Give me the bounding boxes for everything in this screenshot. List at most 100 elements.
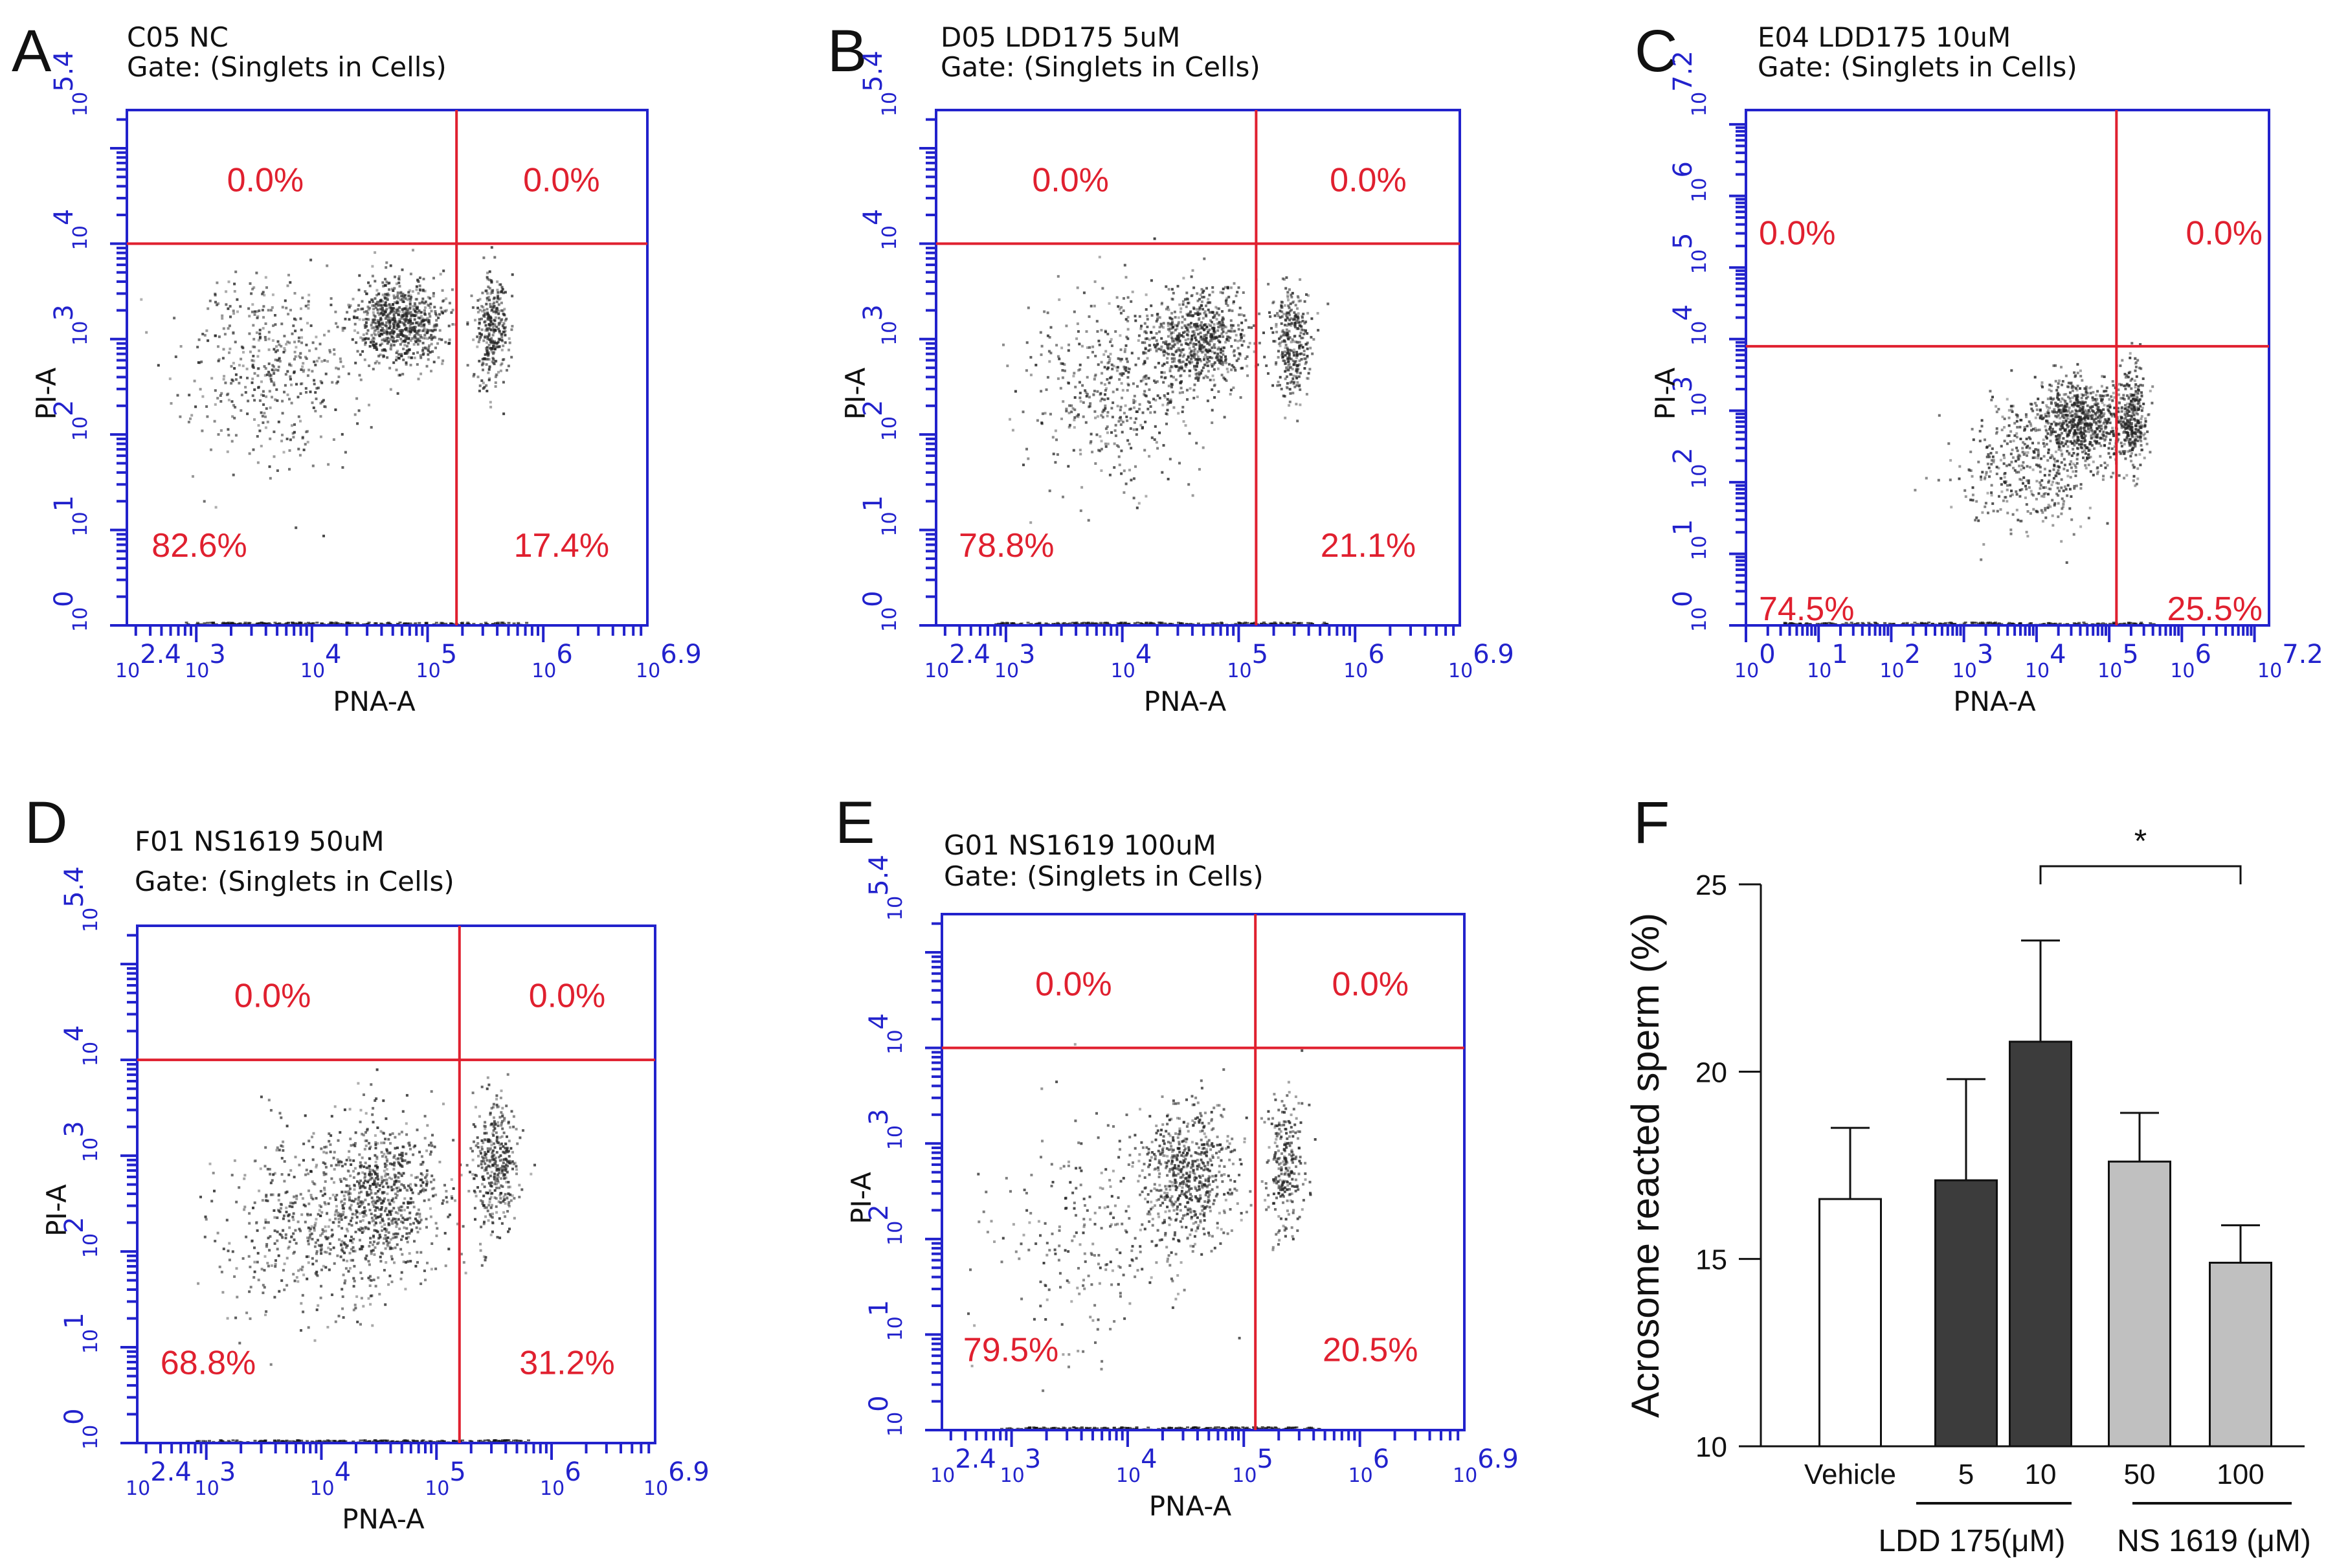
event-dot — [1222, 361, 1225, 364]
event-dot — [1200, 300, 1203, 304]
event-dot — [2085, 422, 2088, 425]
event-dot — [2075, 442, 2079, 445]
event-dot — [1145, 337, 1148, 340]
event-dot — [2025, 530, 2028, 533]
event-dot — [2074, 413, 2077, 416]
event-dot — [2097, 425, 2101, 428]
event-dot — [381, 314, 385, 317]
event-dot — [2048, 469, 2052, 473]
event-dot — [500, 335, 504, 339]
event-dot — [1198, 298, 1201, 301]
event-dot — [2072, 425, 2075, 428]
event-dot — [417, 292, 420, 295]
event-dot — [238, 622, 242, 625]
event-dot — [229, 347, 232, 350]
event-dot — [1284, 377, 1287, 381]
event-dot — [1234, 339, 1236, 342]
event-dot — [1295, 375, 1298, 378]
event-dot — [2046, 420, 2049, 423]
event-dot — [1204, 339, 1207, 342]
event-dot — [1143, 359, 1146, 363]
event-dot — [240, 394, 243, 397]
event-dot — [421, 317, 425, 320]
event-dot — [2112, 429, 2115, 432]
event-dot — [1243, 622, 1247, 625]
event-dot — [1100, 447, 1103, 451]
event-dot — [2135, 412, 2138, 415]
event-dot — [416, 339, 419, 342]
event-dot — [2121, 397, 2125, 400]
event-dot — [1071, 407, 1075, 410]
event-dot — [418, 330, 421, 333]
event-dot — [1143, 390, 1146, 393]
event-dot — [416, 339, 419, 341]
event-dot — [170, 402, 173, 405]
event-dot — [2068, 421, 2071, 424]
event-dot — [449, 622, 453, 625]
event-dot — [2076, 423, 2079, 427]
event-dot — [236, 298, 239, 301]
event-dot — [2010, 409, 2013, 411]
event-dot — [466, 321, 469, 324]
event-dot — [497, 310, 500, 313]
event-dot — [1164, 342, 1167, 345]
event-dot — [2037, 398, 2040, 401]
event-dot — [393, 301, 396, 304]
event-dot — [2046, 506, 2050, 510]
event-dot — [1293, 381, 1296, 384]
event-dot — [1293, 361, 1296, 364]
event-dot — [2127, 450, 2130, 453]
event-dot — [394, 311, 397, 314]
event-dot — [1192, 349, 1196, 352]
event-dot — [190, 414, 194, 417]
event-dot — [1289, 366, 1292, 369]
event-dot — [1997, 467, 2000, 470]
event-dot — [1116, 405, 1119, 408]
event-dot — [2134, 445, 2137, 448]
event-dot — [1192, 388, 1196, 392]
event-dot — [1179, 381, 1182, 384]
event-dot — [2126, 412, 2129, 415]
event-dot — [2024, 484, 2027, 487]
event-dot — [1273, 340, 1277, 343]
event-dot — [2068, 451, 2071, 454]
event-dot — [2123, 622, 2127, 625]
event-dot — [1158, 396, 1161, 399]
event-dot — [2138, 401, 2141, 405]
event-dot — [1110, 363, 1113, 366]
event-dot — [274, 323, 277, 326]
event-dot — [395, 359, 397, 362]
event-dot — [1052, 453, 1055, 456]
event-dot — [2130, 460, 2133, 463]
event-dot — [2079, 416, 2082, 419]
event-dot — [2055, 435, 2058, 438]
event-dot — [486, 298, 489, 302]
event-dot — [2074, 466, 2077, 469]
event-dot — [1212, 378, 1215, 381]
event-dot — [2134, 398, 2138, 401]
event-dot — [2079, 426, 2083, 429]
event-dot — [2110, 395, 2113, 398]
event-dot — [1225, 367, 1229, 370]
event-dot — [2079, 375, 2083, 377]
event-dot — [2141, 425, 2144, 428]
event-dot — [1279, 335, 1282, 339]
event-dot — [493, 341, 496, 344]
event-dot — [488, 270, 491, 273]
event-dot — [492, 344, 495, 348]
event-dot — [1222, 330, 1225, 333]
event-dots — [140, 246, 529, 625]
event-dot — [265, 373, 269, 376]
event-dot — [2081, 400, 2084, 403]
event-dot — [2120, 410, 2123, 413]
event-dot — [409, 330, 412, 333]
event-dot — [201, 429, 204, 432]
event-dot — [363, 337, 366, 341]
event-dot — [1099, 393, 1102, 396]
event-dot — [2002, 499, 2005, 502]
event-dot — [1947, 442, 1951, 445]
event-dot — [1240, 622, 1244, 625]
event-dot — [417, 333, 420, 337]
event-dot — [2137, 429, 2140, 432]
event-dot — [1225, 361, 1228, 364]
